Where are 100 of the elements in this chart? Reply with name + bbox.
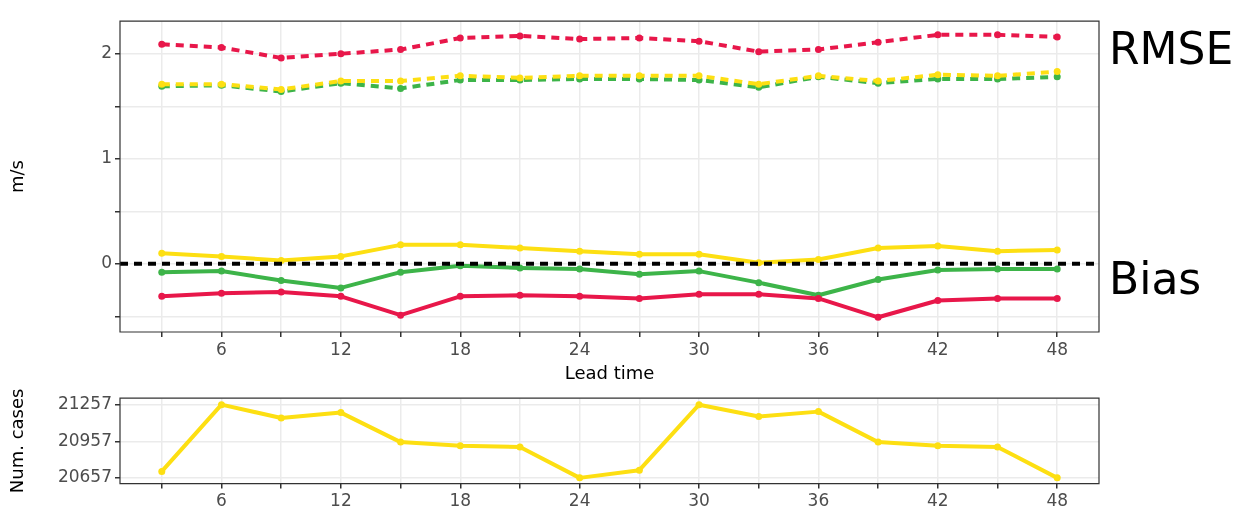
point bbox=[277, 414, 285, 422]
point bbox=[814, 408, 822, 416]
point bbox=[397, 77, 405, 85]
point bbox=[934, 297, 942, 304]
point bbox=[695, 37, 703, 45]
point bbox=[814, 256, 822, 264]
point bbox=[277, 277, 285, 285]
y-tick-label: 1 bbox=[101, 147, 112, 168]
point bbox=[874, 38, 882, 46]
point bbox=[874, 438, 882, 446]
point bbox=[635, 250, 643, 258]
y-tick-label: 20657 bbox=[57, 466, 112, 487]
point bbox=[994, 265, 1002, 273]
point bbox=[158, 467, 166, 475]
point bbox=[516, 443, 524, 451]
x-tick-label: 30 bbox=[688, 338, 710, 359]
point bbox=[397, 311, 405, 319]
point bbox=[934, 31, 942, 39]
point bbox=[337, 252, 345, 260]
point bbox=[277, 54, 285, 62]
text: RMSE bbox=[1109, 22, 1234, 74]
point bbox=[576, 292, 584, 300]
x-tick-label: 30 bbox=[688, 490, 710, 511]
point bbox=[994, 31, 1002, 39]
point bbox=[576, 265, 584, 273]
point bbox=[217, 267, 225, 275]
x-tick-label: 48 bbox=[1046, 490, 1069, 511]
point bbox=[337, 292, 345, 300]
point bbox=[1053, 294, 1061, 302]
x-tick-label: 42 bbox=[927, 338, 949, 359]
point bbox=[516, 291, 524, 299]
point bbox=[456, 241, 464, 249]
point bbox=[934, 242, 942, 250]
point bbox=[158, 268, 166, 276]
point bbox=[456, 34, 464, 42]
x-tick-label: 18 bbox=[449, 490, 472, 511]
point bbox=[576, 247, 584, 255]
point bbox=[635, 466, 643, 474]
point bbox=[277, 288, 285, 296]
point bbox=[814, 46, 822, 54]
x-tick-label: 12 bbox=[330, 490, 352, 511]
y-axis-title: Num. cases bbox=[6, 388, 28, 494]
point bbox=[874, 276, 882, 283]
point bbox=[397, 46, 405, 54]
point bbox=[456, 72, 464, 80]
point bbox=[755, 290, 763, 298]
point bbox=[874, 244, 882, 252]
point bbox=[1053, 265, 1061, 273]
point bbox=[337, 409, 345, 417]
point bbox=[695, 250, 703, 258]
point bbox=[934, 442, 942, 450]
point bbox=[397, 268, 405, 276]
point bbox=[158, 249, 166, 257]
point bbox=[755, 413, 763, 420]
point bbox=[158, 292, 166, 300]
point bbox=[397, 241, 405, 249]
point bbox=[337, 284, 345, 292]
y-tick-label: 0 bbox=[101, 252, 112, 273]
point bbox=[516, 244, 524, 252]
x-tick-label: 12 bbox=[330, 338, 352, 359]
point bbox=[755, 48, 763, 56]
point bbox=[456, 442, 464, 450]
point bbox=[158, 40, 166, 48]
point bbox=[337, 50, 345, 58]
point bbox=[516, 32, 524, 40]
point bbox=[695, 290, 703, 298]
point bbox=[934, 266, 942, 274]
x-tick-label: 24 bbox=[568, 490, 591, 511]
point bbox=[1053, 33, 1061, 41]
point bbox=[994, 443, 1002, 451]
point bbox=[635, 294, 643, 302]
y-tick-label: 2 bbox=[101, 42, 112, 63]
x-tick-label: 36 bbox=[807, 490, 830, 511]
point bbox=[695, 72, 703, 80]
y-tick-label: 20957 bbox=[57, 429, 112, 450]
point bbox=[934, 71, 942, 79]
y-tick-label: 21257 bbox=[57, 393, 112, 414]
x-tick-label: 18 bbox=[449, 338, 472, 359]
point bbox=[576, 474, 584, 482]
x-tick-label: 36 bbox=[807, 338, 830, 359]
text: Bias bbox=[1109, 252, 1202, 304]
x-axis-title: Lead time bbox=[564, 361, 655, 383]
point bbox=[635, 270, 643, 278]
point bbox=[456, 292, 464, 300]
point bbox=[217, 252, 225, 260]
point bbox=[874, 313, 882, 321]
point bbox=[576, 35, 584, 43]
x-tick-label: 6 bbox=[216, 490, 227, 511]
point bbox=[397, 438, 405, 446]
point bbox=[994, 247, 1002, 255]
point bbox=[217, 289, 225, 297]
point bbox=[1053, 246, 1061, 254]
y-axis-title: m/s bbox=[6, 160, 28, 194]
x-tick-label: 42 bbox=[927, 490, 949, 511]
point bbox=[397, 84, 405, 92]
point bbox=[1053, 68, 1061, 76]
point bbox=[755, 279, 763, 287]
x-tick-label: 48 bbox=[1046, 338, 1069, 359]
point bbox=[994, 294, 1002, 302]
x-tick-label: 6 bbox=[216, 338, 227, 359]
